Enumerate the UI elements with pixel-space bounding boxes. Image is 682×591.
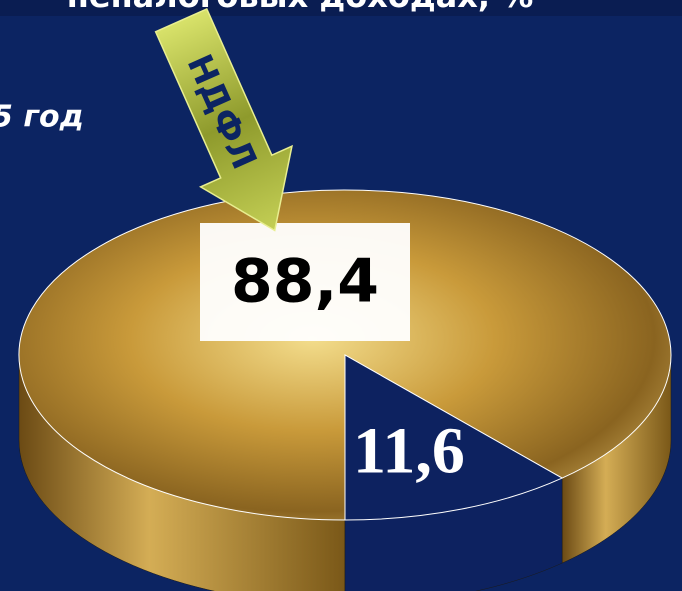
arrow-shape: [154, 7, 293, 232]
pie-slice: [344, 354, 564, 521]
pie: [18, 189, 672, 591]
title-bar: [0, 0, 682, 16]
labels: 88,4 11,6: [200, 223, 465, 488]
value-label-box: [200, 223, 410, 341]
chart-title: неналоговых доходах, %: [67, 0, 534, 15]
subtitle: 5 год: [0, 100, 84, 135]
value-label: 88,4: [231, 247, 379, 317]
value-label: 11,6: [353, 415, 465, 488]
